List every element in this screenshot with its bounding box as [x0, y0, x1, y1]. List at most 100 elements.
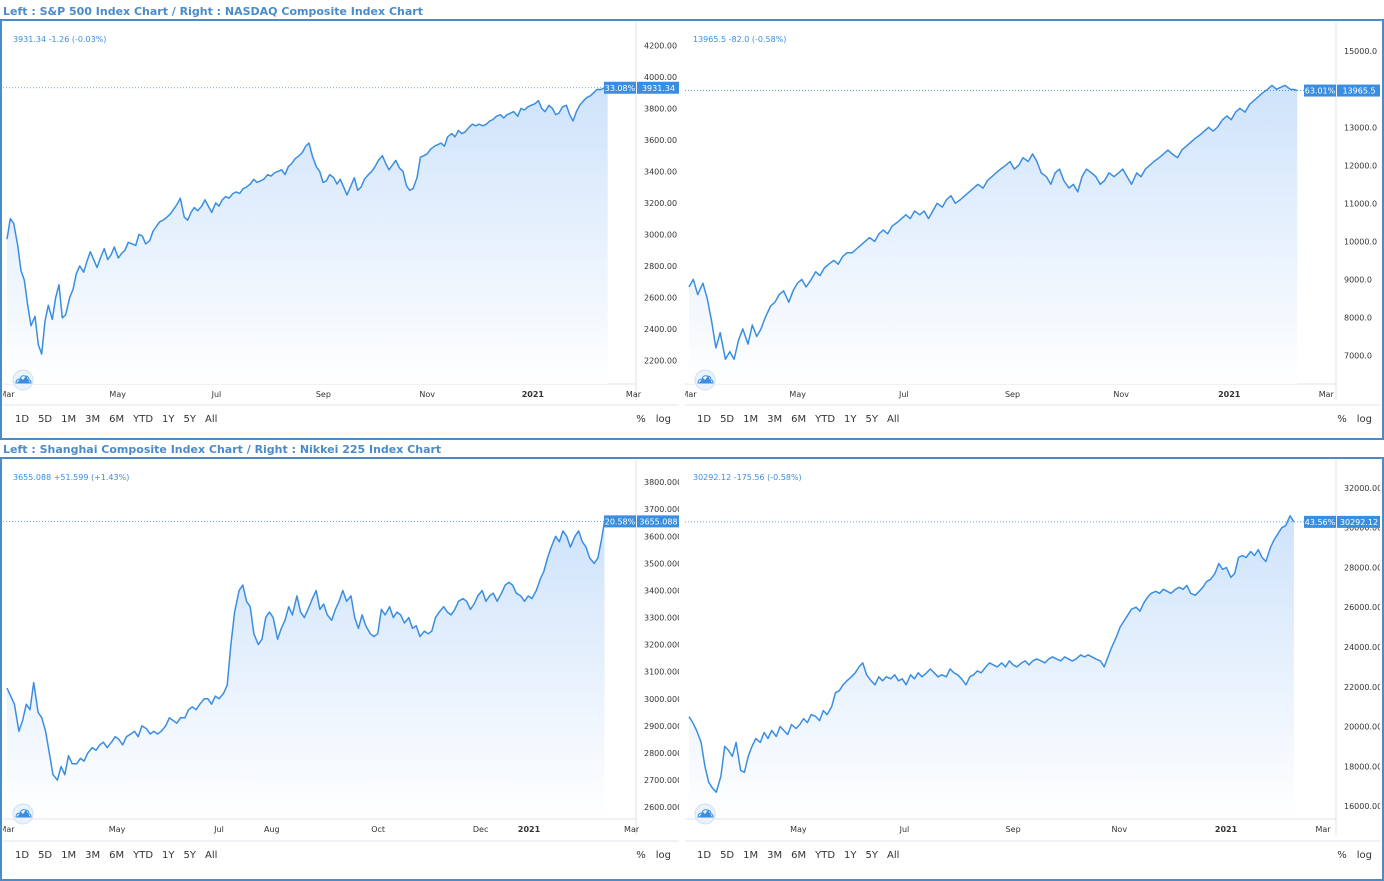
- cloud-mountain-icon[interactable]: [694, 369, 716, 391]
- range-button-1y[interactable]: 1Y: [844, 413, 857, 425]
- range-button-6m[interactable]: 6M: [791, 413, 807, 425]
- y-tick-label: 9000.0: [1344, 275, 1372, 284]
- range-button-ytd[interactable]: YTD: [815, 849, 836, 861]
- y-tick-label: 3600.00: [644, 136, 677, 145]
- range-button-5y[interactable]: 5Y: [183, 849, 197, 861]
- range-button-1m[interactable]: 1M: [743, 849, 759, 861]
- y-tick-label: 32000.00: [1344, 484, 1380, 493]
- scale-toggles: % log: [1337, 414, 1372, 425]
- x-tick-label: Sep: [1005, 390, 1020, 399]
- range-button-1y[interactable]: 1Y: [162, 413, 175, 425]
- y-tick-label: 12000.0: [1344, 161, 1377, 170]
- range-button-5y[interactable]: 5Y: [865, 413, 879, 425]
- y-tick-label: 30000.00: [1344, 524, 1380, 533]
- chart-header-value: 13965.5 -82.0 (-0.58%): [693, 35, 786, 44]
- percent-scale-toggle[interactable]: %: [1337, 413, 1347, 425]
- series-area-fill: [689, 85, 1298, 385]
- y-tick-label: 2900.000: [644, 722, 679, 731]
- chart-header-value: 3655.088 +51.599 (+1.43%): [13, 473, 129, 482]
- range-button-6m[interactable]: 6M: [791, 849, 807, 861]
- log-scale-toggle[interactable]: log: [655, 413, 671, 425]
- x-tick-label: Mar: [626, 390, 642, 399]
- range-button-1y[interactable]: 1Y: [844, 849, 857, 861]
- y-tick-label: 28000.00: [1344, 563, 1380, 572]
- y-tick-label: 20000.00: [1344, 723, 1380, 732]
- x-tick-label: May: [109, 825, 126, 834]
- range-button-5d[interactable]: 5D: [720, 413, 735, 425]
- range-button-3m[interactable]: 3M: [767, 849, 783, 861]
- log-scale-toggle[interactable]: log: [1356, 849, 1372, 861]
- range-button-ytd[interactable]: YTD: [815, 413, 836, 425]
- cloud-mountain-icon[interactable]: [694, 803, 716, 825]
- range-button-1m[interactable]: 1M: [61, 413, 77, 425]
- sp500-chart-panel: 4200.00 4000.00 3800.00 3600.00 3400.00 3200.…: [3, 22, 679, 437]
- x-tick-label: Mar: [3, 390, 15, 399]
- range-button-6m[interactable]: 6M: [109, 413, 125, 425]
- log-scale-toggle[interactable]: log: [655, 849, 671, 861]
- cloud-mountain-icon[interactable]: [12, 369, 34, 391]
- y-tick-label: 3300.000: [644, 614, 679, 623]
- range-button-1d[interactable]: 1D: [697, 849, 712, 861]
- y-tick-label: 3400.000: [644, 586, 679, 595]
- percent-scale-toggle[interactable]: %: [636, 849, 646, 861]
- percent-scale-toggle[interactable]: %: [1337, 849, 1347, 861]
- range-button-1d[interactable]: 1D: [15, 413, 30, 425]
- x-tick-label: 2021: [522, 390, 545, 399]
- range-button-3m[interactable]: 3M: [85, 413, 101, 425]
- series-line: [688, 515, 1295, 793]
- range-button-3m[interactable]: 3M: [85, 849, 101, 861]
- percent-scale-toggle[interactable]: %: [636, 413, 646, 425]
- x-tick-label: 2021: [1218, 390, 1241, 399]
- range-button-5y[interactable]: 5Y: [183, 413, 197, 425]
- scale-toggles: % log: [636, 850, 671, 861]
- range-button-all[interactable]: All: [205, 413, 218, 425]
- range-button-1y[interactable]: 1Y: [162, 849, 175, 861]
- range-button-5y[interactable]: 5Y: [865, 849, 879, 861]
- series-line: [6, 87, 608, 355]
- time-range-bar: 1D 5D 1M 3M 6M YTD 1Y 5Y All% log: [3, 842, 679, 868]
- range-button-all[interactable]: All: [887, 849, 900, 861]
- x-tick-label: Jul: [213, 825, 224, 834]
- y-tick-label: 2700.000: [644, 776, 679, 785]
- time-range-bar: 1D 5D 1M 3M 6M YTD 1Y 5Y All% log: [685, 842, 1380, 868]
- pct-change-label: 63.01%: [1305, 87, 1336, 96]
- y-tick-label: 2200.00: [644, 356, 677, 365]
- range-button-5d[interactable]: 5D: [38, 413, 53, 425]
- log-scale-toggle[interactable]: log: [1356, 413, 1372, 425]
- chart-svg: 32000.00 30000.00 28000.00 26000.00 24000.00…: [685, 460, 1380, 842]
- range-button-all[interactable]: All: [887, 413, 900, 425]
- range-button-5d[interactable]: 5D: [720, 849, 735, 861]
- range-button-ytd[interactable]: YTD: [133, 849, 154, 861]
- y-tick-label: 4000.00: [644, 73, 677, 82]
- nikkei-chart-panel: 32000.00 30000.00 28000.00 26000.00 24000.00…: [685, 460, 1380, 878]
- range-button-1d[interactable]: 1D: [697, 413, 712, 425]
- y-tick-label: 2600.000: [644, 803, 679, 812]
- y-tick-label: 24000.00: [1344, 643, 1380, 652]
- y-tick-label: 2800.00: [644, 262, 677, 271]
- y-tick-label: 4200.00: [644, 41, 677, 50]
- range-button-5d[interactable]: 5D: [38, 849, 53, 861]
- y-tick-label: 2800.000: [644, 749, 679, 758]
- y-tick-label: 3000.000: [644, 695, 679, 704]
- range-button-1d[interactable]: 1D: [15, 849, 30, 861]
- y-tick-label: 3500.000: [644, 559, 679, 568]
- range-button-3m[interactable]: 3M: [767, 413, 783, 425]
- cloud-mountain-icon[interactable]: [12, 803, 34, 825]
- time-range-bar: 1D 5D 1M 3M 6M YTD 1Y 5Y All% log: [685, 406, 1380, 432]
- scale-toggles: % log: [1337, 850, 1372, 861]
- range-button-1m[interactable]: 1M: [743, 413, 759, 425]
- y-tick-label: 2600.00: [644, 293, 677, 302]
- range-button-6m[interactable]: 6M: [109, 849, 125, 861]
- x-tick-label: Jul: [211, 390, 222, 399]
- x-tick-label: Dec: [473, 825, 488, 834]
- range-button-all[interactable]: All: [205, 849, 218, 861]
- y-tick-label: 3400.00: [644, 167, 677, 176]
- x-tick-label: Nov: [419, 390, 435, 399]
- pct-change-label: 43.56%: [1305, 518, 1336, 527]
- range-button-ytd[interactable]: YTD: [133, 413, 154, 425]
- range-button-1m[interactable]: 1M: [61, 849, 77, 861]
- x-tick-label: Nov: [1111, 825, 1127, 834]
- chart-svg: 4200.00 4000.00 3800.00 3600.00 3400.00 3200.…: [3, 22, 679, 406]
- series-area-fill: [689, 515, 1294, 818]
- chart-header-value: 30292.12 -175.56 (-0.58%): [693, 473, 802, 482]
